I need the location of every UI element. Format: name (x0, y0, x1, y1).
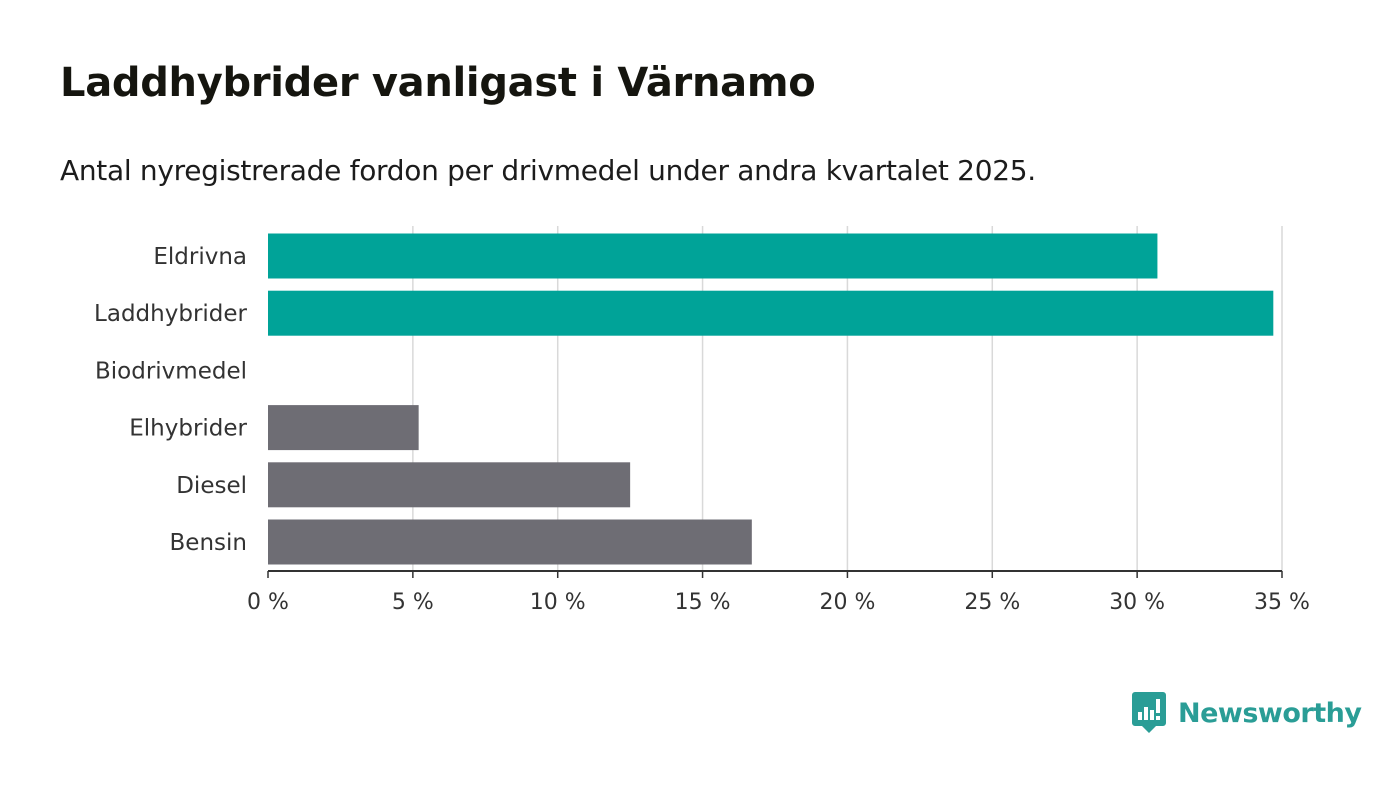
category-label: Laddhybrider (94, 301, 247, 327)
bar (268, 290, 1274, 336)
chart-title: Laddhybrider vanligast i Värnamo (60, 60, 816, 106)
category-label: Bensin (170, 530, 247, 556)
category-label: Elhybrider (129, 416, 247, 442)
x-tick-label: 25 % (964, 590, 1020, 615)
bar (268, 233, 1158, 279)
category-label: Diesel (176, 473, 247, 499)
x-tick-label: 10 % (530, 590, 586, 615)
bar (268, 462, 631, 508)
bar (268, 519, 752, 565)
newsworthy-logo-icon (1132, 692, 1166, 733)
x-axis: 0 % 5 % 10 % 15 % 20 % 25 % 30 % 35 % (247, 570, 1310, 615)
category-label: Eldrivna (153, 244, 247, 270)
bars (268, 233, 1274, 565)
x-tick-label: 0 % (247, 590, 289, 615)
x-tick-label: 30 % (1109, 590, 1165, 615)
chart-subtitle: Antal nyregistrerade fordon per drivmede… (60, 154, 1036, 187)
x-tick-label: 20 % (819, 590, 875, 615)
grid-lines (412, 226, 1283, 571)
x-tick-label: 15 % (675, 590, 731, 615)
category-label: Biodrivmedel (95, 358, 247, 384)
category-labels: Eldrivna Laddhybrider Biodrivmedel Elhybrid… (94, 244, 247, 556)
bar-chart: Eldrivna Laddhybrider Biodrivmedel Elhybrid… (94, 226, 1310, 615)
brand-name: Newsworthy (1178, 697, 1362, 729)
bar (268, 405, 419, 451)
x-tick-label: 5 % (392, 590, 434, 615)
newsworthy-logo: Newsworthy (1132, 692, 1362, 734)
x-tick-label: 35 % (1254, 590, 1310, 615)
